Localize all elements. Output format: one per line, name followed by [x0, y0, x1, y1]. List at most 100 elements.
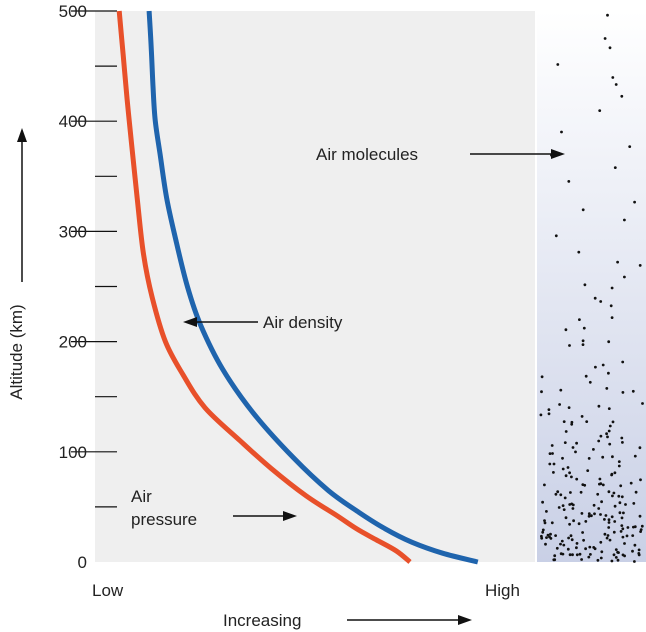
air-molecule-dot: [559, 388, 563, 392]
air-molecule-dot: [584, 374, 588, 378]
air-molecule-dot: [580, 558, 583, 561]
air-molecules-arrow-head-icon: [551, 149, 565, 159]
air-molecule-dot: [545, 510, 548, 513]
air-molecule-dot: [612, 553, 616, 557]
air-molecule-dot: [623, 218, 626, 222]
air-molecule-dot: [634, 490, 638, 494]
air-molecule-dot: [552, 462, 556, 466]
air-molecule-dot: [597, 507, 601, 510]
air-molecule-dot: [598, 109, 602, 112]
air-molecule-dot: [611, 420, 615, 424]
air-molecule-dot: [629, 481, 633, 485]
air-molecule-dot: [560, 539, 564, 543]
air-molecule-dot: [550, 444, 554, 447]
air-molecule-dot: [620, 524, 624, 527]
air-molecule-dot: [543, 519, 546, 522]
air-molecule-dot: [621, 527, 625, 531]
air-molecule-dot: [599, 482, 603, 486]
y-tick-label: 100: [59, 443, 87, 462]
air-molecule-dot: [633, 560, 636, 563]
air-molecule-dot: [568, 553, 572, 557]
air-molecule-dot: [560, 130, 563, 134]
air-molecules-annotation: Air molecules: [316, 145, 565, 164]
air-molecule-dot: [568, 344, 571, 347]
air-pressure-annotation: Air pressure: [131, 487, 297, 529]
air-molecule-dot: [598, 477, 602, 481]
air-molecule-dot: [612, 530, 616, 534]
air-molecule-dot: [608, 46, 612, 50]
air-molecule-dot: [571, 553, 574, 557]
air-molecule-dot: [546, 533, 550, 537]
air-molecule-dot: [554, 492, 558, 496]
air-molecule-dot: [626, 526, 630, 529]
air-molecule-dot: [581, 531, 584, 534]
air-molecule-dot: [631, 389, 635, 393]
y-tick-label: 500: [59, 2, 87, 21]
air-molecule-dot: [584, 520, 588, 523]
air-molecule-dot: [540, 536, 544, 540]
air-molecule-dot: [556, 490, 560, 494]
y-tick-label: 0: [78, 553, 87, 572]
air-molecule-dot: [620, 94, 624, 98]
air-molecule-dot: [593, 512, 596, 516]
air-molecule-dot: [572, 519, 575, 523]
air-molecule-dot: [543, 521, 547, 525]
air-molecule-dot: [548, 462, 552, 466]
air-molecule-dot: [559, 542, 562, 546]
air-molecule-dot: [588, 380, 592, 384]
air-molecule-dot: [568, 503, 572, 506]
y-axis: 0 100 200 300 400 500: [59, 2, 117, 572]
air-molecule-dot: [617, 551, 620, 554]
air-molecule-dot: [637, 552, 641, 555]
air-molecule-dot: [623, 275, 626, 279]
air-molecule-dot: [553, 558, 557, 562]
air-molecule-dot: [559, 493, 563, 497]
air-molecule-dot: [567, 536, 570, 540]
air-molecule-dot: [613, 471, 617, 475]
air-molecule-dot: [567, 406, 571, 409]
air-molecule-dot: [581, 208, 585, 212]
air-molecule-dot: [545, 536, 548, 539]
air-molecule-dot: [610, 472, 614, 476]
air-molecule-dot: [590, 514, 593, 518]
air-molecule-dot: [603, 532, 607, 536]
air-molecule-dot: [559, 552, 563, 556]
air-molecule-dot: [568, 522, 571, 526]
air-molecule-dot: [581, 339, 585, 343]
air-molecule-dot: [540, 390, 543, 394]
air-molecule-dot: [620, 495, 624, 499]
air-molecule-dot: [600, 500, 603, 504]
air-molecule-dot: [621, 535, 625, 539]
x-axis-low-label: Low: [92, 581, 124, 600]
air-molecule-dot: [632, 502, 636, 505]
air-molecule-dot: [594, 365, 597, 369]
air-molecule-dot: [609, 304, 613, 308]
air-molecule-dot: [612, 491, 616, 495]
air-molecule-dot: [617, 494, 621, 498]
air-molecule-dot: [564, 516, 568, 520]
air-molecule-dot: [541, 530, 545, 534]
air-molecule-dot: [624, 503, 627, 506]
air-molecule-dot: [566, 547, 570, 551]
air-molecule-dot: [633, 454, 637, 458]
y-tick-label: 300: [59, 222, 87, 241]
y-axis-label: Altitude (km): [7, 304, 26, 399]
air-density-label: Air density: [263, 313, 343, 332]
air-molecule-dot: [571, 507, 575, 510]
air-molecule-dot: [589, 553, 592, 556]
air-molecule-dot: [548, 452, 552, 455]
air-molecule-dot: [614, 83, 618, 86]
air-molecule-dot: [575, 546, 578, 550]
air-molecule-dot: [580, 415, 584, 418]
air-molecule-dot: [607, 371, 610, 375]
air-molecule-dot: [628, 145, 632, 149]
plot-background: [95, 11, 535, 562]
air-pressure-label-line1: Air: [131, 487, 152, 506]
air-molecule-dot: [611, 494, 614, 498]
air-molecule-dot: [571, 446, 575, 449]
air-molecule-dot: [637, 548, 641, 552]
air-molecule-dot: [638, 446, 642, 450]
air-molecule-dot: [619, 530, 623, 533]
air-molecule-dot: [631, 534, 635, 537]
air-pressure-label-line2: pressure: [131, 510, 197, 529]
